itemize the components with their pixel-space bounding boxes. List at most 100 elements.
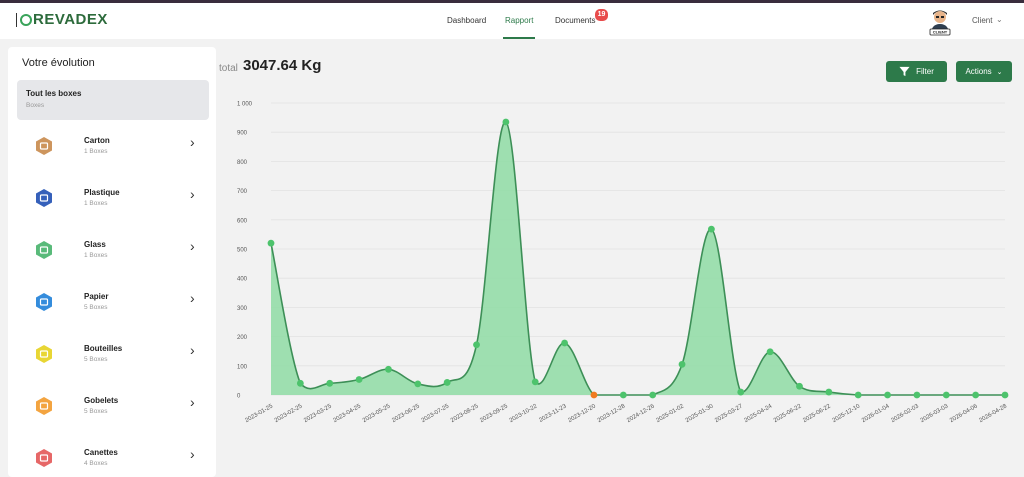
- x-tick-label: 2023-12-20: [567, 403, 597, 424]
- data-point: [531, 378, 539, 386]
- x-tick-label: 2023-10-22: [509, 403, 539, 424]
- x-tick-label: 2023-03-25: [303, 403, 333, 424]
- chevron-right-icon: ›: [190, 342, 195, 358]
- chevron-right-icon: ›: [190, 394, 195, 410]
- sidebar-item-all-boxes[interactable]: Tout les boxes Boxes: [17, 80, 209, 120]
- logo-ring-icon: [20, 13, 32, 26]
- chevron-right-icon: ›: [190, 186, 195, 202]
- data-point: [414, 380, 422, 388]
- evolution-chart: 0 100 200 300 400 500 600 700 800 900 1 000 2023-01…: [237, 102, 1009, 425]
- x-tick-label: 2023-06-25: [391, 403, 421, 424]
- nav-dashboard[interactable]: Dashboard: [447, 16, 487, 25]
- sidebar-item-papier[interactable]: Papier 5 Boxes ›: [17, 285, 209, 325]
- glass-icon: [36, 241, 52, 259]
- x-tick-label: 2024-12-26: [626, 403, 656, 424]
- x-tick-label: 2023-07-25: [421, 403, 451, 424]
- plastic-icon: [36, 189, 52, 207]
- user-menu[interactable]: Client: [972, 16, 993, 25]
- x-tick-label: 2023-05-25: [362, 403, 392, 424]
- y-tick-label: 400: [237, 277, 248, 283]
- x-tick-label: 2025-01-02: [655, 403, 685, 424]
- client-avatar[interactable]: CLIENT: [928, 8, 952, 36]
- data-point: [326, 379, 334, 387]
- data-point: [766, 348, 774, 356]
- data-point: [678, 360, 686, 368]
- sidebar-title: Votre évolution: [22, 57, 95, 69]
- data-point: [884, 391, 891, 399]
- data-point: [825, 388, 833, 396]
- chevron-right-icon: ›: [190, 134, 195, 150]
- documents-badge: 19: [595, 9, 608, 21]
- category-label: Bouteilles: [84, 344, 123, 353]
- category-label: Glass: [84, 240, 106, 249]
- total-value: 3047.64 Kg: [243, 57, 322, 74]
- y-tick-label: 0: [237, 394, 241, 400]
- x-tick-label: 2023-12-28: [597, 403, 627, 424]
- actions-dropdown[interactable]: Actions ⌄: [956, 61, 1012, 82]
- all-boxes-sub: Boxes: [26, 102, 45, 109]
- sidebar-item-gobelets[interactable]: Gobelets 5 Boxes ›: [17, 389, 209, 429]
- data-point: [942, 391, 950, 399]
- sidebar-item-glass[interactable]: Glass 1 Boxes ›: [17, 233, 209, 273]
- x-tick-label: 2026-01-04: [861, 403, 891, 424]
- y-tick-label: 900: [237, 131, 248, 137]
- category-label: Plastique: [84, 188, 120, 197]
- series-line: [270, 121, 1005, 396]
- category-count: 1 Boxes: [84, 148, 108, 155]
- y-tick-label: 100: [237, 364, 248, 370]
- logo-text: REVADEX: [33, 11, 108, 28]
- nav-active-indicator: [503, 37, 535, 39]
- category-count: 5 Boxes: [84, 304, 108, 311]
- x-tick-label: 2025-01-30: [685, 403, 715, 424]
- category-label: Gobelets: [84, 396, 119, 405]
- data-point: [443, 379, 451, 386]
- data-point: [708, 225, 715, 233]
- brand-logo[interactable]: REVADEX: [16, 11, 108, 28]
- x-tick-label: 2025-12-10: [832, 403, 862, 424]
- paper-icon: [36, 293, 52, 311]
- y-tick-label: 200: [237, 335, 248, 341]
- actions-label: Actions: [965, 67, 992, 76]
- x-tick-label: 2025-03-27: [714, 403, 744, 424]
- bottle-icon: [36, 345, 52, 363]
- window-top-border: [0, 0, 1024, 3]
- all-boxes-label: Tout les boxes: [26, 89, 82, 98]
- sidebar-item-plastique[interactable]: Plastique 1 Boxes ›: [17, 181, 209, 221]
- x-tick-label: 2026-02-03: [890, 403, 920, 424]
- data-point: [355, 376, 363, 383]
- y-tick-label: 1 000: [237, 102, 253, 108]
- x-tick-label: 2023-04-25: [332, 403, 362, 424]
- x-tick-label: 2026-04-28: [978, 403, 1008, 424]
- chevron-down-icon[interactable]: ⌄: [996, 15, 1003, 24]
- category-label: Canettes: [84, 448, 118, 457]
- category-count: 5 Boxes: [84, 356, 108, 363]
- chevron-right-icon: ›: [190, 238, 195, 254]
- total-label: total: [219, 63, 238, 74]
- y-tick-label: 600: [237, 218, 248, 224]
- filter-button[interactable]: Filter: [886, 61, 947, 82]
- sidebar-item-carton[interactable]: Carton 1 Boxes ›: [17, 129, 209, 169]
- x-tick-label: 2023-08-25: [450, 403, 480, 424]
- data-point: [854, 391, 862, 399]
- data-point: [619, 391, 627, 399]
- chevron-right-icon: ›: [190, 446, 195, 462]
- x-tick-label: 2026-04-06: [949, 403, 979, 424]
- y-tick-label: 500: [237, 248, 248, 254]
- sidebar-item-bouteilles[interactable]: Bouteilles 5 Boxes ›: [17, 337, 209, 377]
- x-tick-label: 2025-06-22: [773, 403, 803, 424]
- category-label: Carton: [84, 136, 110, 145]
- nav-documents[interactable]: Documents: [555, 16, 596, 25]
- x-tick-label: 2025-06-22: [802, 403, 832, 424]
- nav-rapport[interactable]: Rapport: [505, 16, 534, 25]
- data-point: [972, 391, 980, 399]
- data-point: [1001, 391, 1009, 399]
- top-navbar: REVADEX Dashboard Rapport Documents 19 C…: [0, 3, 1024, 39]
- logo-bar: [16, 12, 17, 27]
- x-tick-label: 2026-03-03: [920, 403, 950, 424]
- data-point: [267, 239, 275, 247]
- cup-icon: [36, 397, 52, 415]
- x-tick-label: 2023-11-23: [538, 403, 568, 424]
- sidebar-item-canettes[interactable]: Canettes 4 Boxes ›: [17, 441, 209, 477]
- category-count: 5 Boxes: [84, 408, 108, 415]
- main-nav: Dashboard Rapport Documents 19: [0, 3, 1024, 39]
